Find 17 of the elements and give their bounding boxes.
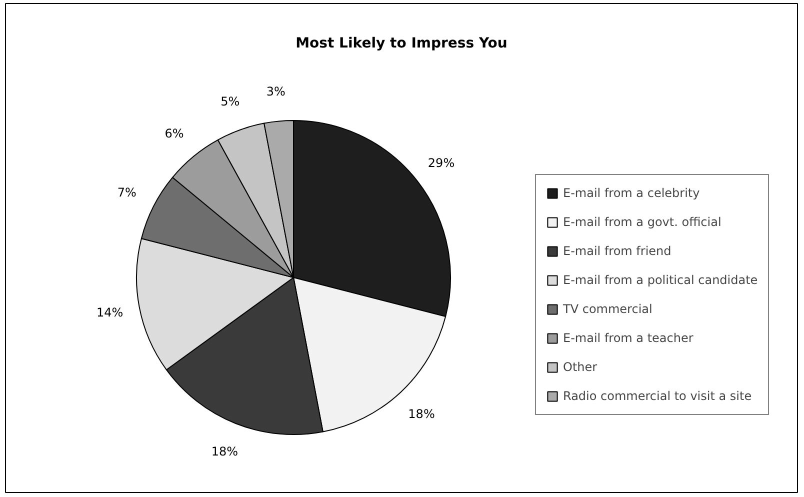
legend-label: E-mail from a teacher bbox=[563, 330, 694, 346]
data-label: 18% bbox=[211, 444, 238, 458]
legend-label: Radio commercial to visit a site bbox=[563, 388, 752, 404]
chart-title: Most Likely to Impress You bbox=[296, 36, 508, 52]
data-label: 6% bbox=[164, 126, 184, 140]
data-label: 3% bbox=[266, 84, 286, 98]
legend-label: E-mail from a govt. official bbox=[563, 214, 722, 230]
data-label: 18% bbox=[408, 406, 435, 421]
data-label: 7% bbox=[117, 186, 136, 200]
legend-label: TV commercial bbox=[563, 301, 652, 317]
legend-label: E-mail from friend bbox=[563, 243, 672, 259]
data-label: 14% bbox=[96, 306, 124, 320]
legend-label: E-mail from a political candidate bbox=[563, 272, 758, 288]
data-label: 29% bbox=[428, 156, 455, 170]
legend-label: Other bbox=[563, 359, 598, 375]
legend-label: E-mail from a celebrity bbox=[563, 185, 700, 201]
data-label: 5% bbox=[220, 94, 240, 109]
